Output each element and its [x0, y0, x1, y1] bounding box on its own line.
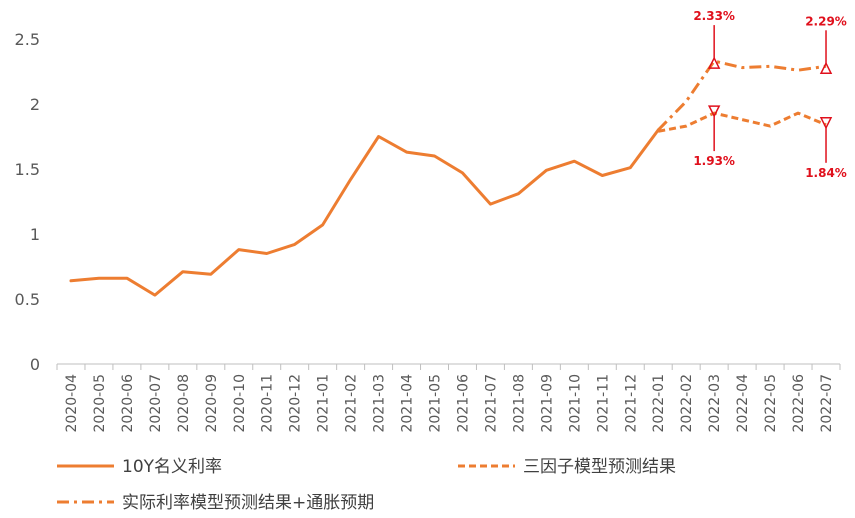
x-tick-label: 2021-01	[316, 374, 332, 433]
x-tick-label: 2020-11	[260, 374, 276, 433]
annotation-label: 2.33%	[693, 9, 735, 23]
x-tick-label: 2021-06	[455, 374, 471, 433]
x-tick-label: 2021-04	[400, 374, 416, 433]
x-tick-label: 2021-02	[344, 374, 360, 433]
legend-label-2: 三因子模型预测结果	[523, 457, 676, 477]
x-tick-label: 2021-12	[623, 374, 639, 433]
x-tick-label: 2021-11	[595, 374, 611, 433]
x-tick-label: 2022-03	[707, 374, 723, 433]
x-tick-label: 2020-06	[120, 374, 136, 433]
x-tick-label: 2020-10	[232, 374, 248, 433]
x-tick-label: 2022-06	[791, 374, 807, 433]
y-tick-label: 1.5	[15, 160, 40, 179]
series-line-1	[69, 128, 660, 297]
y-tick-label: 0	[30, 355, 40, 374]
annotation-arrowhead	[707, 56, 721, 69]
x-tick-label: 2022-05	[763, 374, 779, 433]
x-tick-label: 2020-05	[92, 374, 108, 433]
x-tick-label: 2021-09	[539, 374, 555, 433]
annotation-label: 1.84%	[805, 166, 847, 180]
y-tick-label: 0.5	[15, 290, 40, 309]
annotation-arrowhead	[707, 105, 721, 118]
x-tick-label: 2021-03	[372, 374, 388, 433]
legend-label-3: 实际利率模型预测结果+通胀预期	[122, 493, 374, 513]
x-tick-label: 2022-02	[679, 374, 695, 433]
y-axis-ticks: 0 0.5 1 1.5 2 2.5	[15, 30, 40, 374]
x-tick-label: 2022-01	[651, 374, 667, 433]
annotation-arrowhead	[819, 61, 833, 75]
x-tick-label: 2021-08	[511, 374, 527, 433]
x-tick-label: 2021-10	[567, 374, 583, 433]
series-layer	[69, 59, 827, 297]
y-tick-label: 1	[30, 225, 40, 244]
annotation-arrowhead	[819, 117, 833, 130]
x-tick-label: 2020-12	[288, 374, 304, 433]
x-tick-label: 2022-04	[735, 374, 751, 433]
y-tick-label: 2	[30, 95, 40, 114]
x-tick-label: 2020-07	[148, 374, 164, 433]
x-tick-label: 2021-07	[483, 374, 499, 433]
annotation-label: 2.29%	[805, 14, 847, 28]
x-tick-label: 2020-09	[204, 374, 220, 433]
legend-label-1: 10Y名义利率	[122, 457, 222, 477]
x-tick-label: 2022-07	[819, 374, 835, 433]
series-line-3	[657, 59, 827, 132]
y-tick-label: 2.5	[15, 30, 40, 49]
annotation-label: 1.93%	[693, 154, 735, 168]
series-line-2	[657, 111, 827, 133]
x-tick-label: 2021-05	[428, 374, 444, 433]
x-tick-label: 2020-08	[176, 374, 192, 433]
annotation-layer: 2.33% 2.29% 1.93% 1.84%	[693, 9, 846, 180]
x-tick-label: 2020-04	[64, 374, 80, 433]
x-axis-ticks: 2020-04 2020-05 2020-06 2020-07 2020-08 2020-…	[56, 364, 841, 433]
